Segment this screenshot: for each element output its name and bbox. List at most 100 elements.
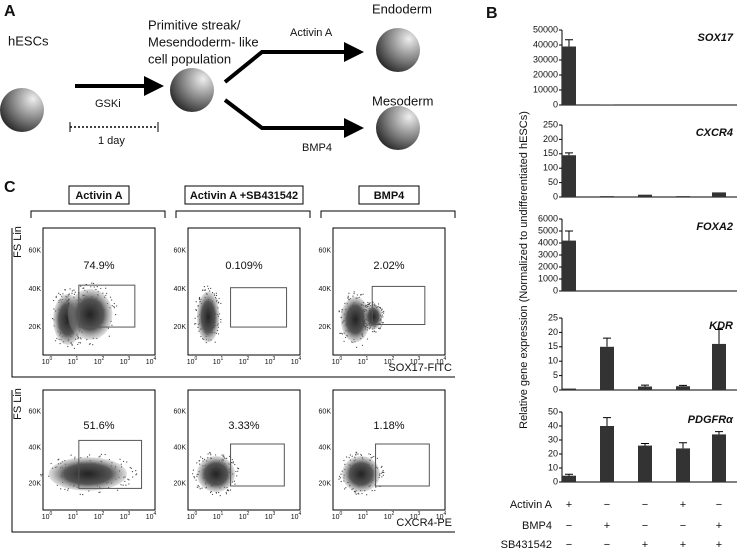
bar <box>600 196 614 197</box>
event-dot <box>64 319 66 321</box>
event-dot <box>363 323 365 325</box>
event-dot <box>135 470 137 472</box>
tick-exponent: 3 <box>418 511 421 517</box>
y-tick-label: 2000 <box>538 261 558 271</box>
event-dot <box>79 337 81 339</box>
event-dot <box>381 476 383 478</box>
event-dot <box>369 302 371 304</box>
event-dot <box>131 471 134 473</box>
event-dot <box>54 340 57 342</box>
header-box <box>358 185 420 205</box>
y-tick-label: 25 <box>548 312 558 322</box>
error-bar <box>715 431 723 435</box>
event-dot <box>356 346 358 348</box>
bar <box>638 194 652 197</box>
y-tick-label: 5 <box>553 370 558 380</box>
condition-header: Activin A <box>75 190 122 202</box>
tick-base: 10 <box>213 359 221 366</box>
tick-exponent: 2 <box>392 511 395 517</box>
event-dot <box>207 453 209 455</box>
tick-base: 10 <box>332 359 340 366</box>
event-dot <box>380 466 382 468</box>
y-tick-label: 10000 <box>533 84 558 94</box>
event-dot <box>338 311 340 313</box>
event-dot <box>73 347 76 349</box>
event-dot <box>132 476 134 478</box>
event-dot <box>111 305 113 307</box>
label: Mesoderm <box>372 93 433 108</box>
event-dot <box>207 288 210 290</box>
cell <box>0 88 44 132</box>
event-dot <box>365 327 367 329</box>
chart-title: SOX17 <box>698 32 734 44</box>
header-box <box>68 185 130 205</box>
event-dot <box>195 308 197 311</box>
y-tick-label: 60K <box>29 408 42 415</box>
label: Endoderm <box>372 1 432 16</box>
tick-base: 10 <box>291 359 299 366</box>
event-dot <box>222 455 224 457</box>
condition-mark: − <box>604 499 610 511</box>
y-tick-label: 10 <box>548 356 558 366</box>
event-dot <box>41 474 44 476</box>
event-dot <box>353 291 355 293</box>
event-dot <box>366 494 368 496</box>
event-dot <box>198 298 200 301</box>
tick-exponent: 3 <box>273 356 276 362</box>
event-dot <box>345 487 347 489</box>
cell <box>170 68 214 112</box>
panel-label: B <box>486 5 498 22</box>
axis-label: CXCR4-PE <box>396 517 452 529</box>
y-tick-label: 0 <box>553 476 558 486</box>
event-dot <box>100 287 102 290</box>
bar <box>562 475 576 482</box>
tick-exponent: 2 <box>247 356 250 362</box>
axis-label: Relative gene expression (Normalized to … <box>518 111 530 429</box>
bar <box>562 240 576 291</box>
event-dot <box>363 320 365 322</box>
event-dot <box>95 288 97 291</box>
tick-exponent: 3 <box>128 356 131 362</box>
event-dot <box>73 293 76 295</box>
error-bar <box>679 442 687 449</box>
event-dot <box>74 456 76 458</box>
bar <box>562 46 576 105</box>
event-dot <box>105 287 107 289</box>
bar <box>562 155 576 197</box>
tick-base: 10 <box>68 359 76 366</box>
event-dot <box>340 332 342 334</box>
y-tick-label: 0 <box>553 99 558 109</box>
event-dot <box>105 294 107 296</box>
tick-base: 10 <box>384 359 392 366</box>
event-dot <box>364 310 366 313</box>
event-dot <box>128 483 130 485</box>
event-dot <box>77 336 79 338</box>
y-tick-label: 250 <box>543 119 558 129</box>
event-dot <box>367 301 369 304</box>
event-dot <box>365 325 367 327</box>
error-bar <box>565 152 573 156</box>
event-dot <box>379 306 381 308</box>
event-dot <box>127 478 129 480</box>
event-dot <box>60 488 62 490</box>
event-dot <box>90 286 92 288</box>
y-tick-label: 60K <box>319 408 332 415</box>
event-dot <box>371 456 373 458</box>
x-tick-label: 104 <box>291 356 302 366</box>
tick-exponent: 1 <box>366 511 369 517</box>
tick-exponent: 0 <box>50 356 53 362</box>
y-tick-label: 5000 <box>538 225 558 235</box>
x-tick-label: 102 <box>239 511 250 521</box>
y-tick-label: 0 <box>553 285 558 295</box>
tick-exponent: 0 <box>340 511 343 517</box>
event-dot <box>344 336 347 339</box>
event-dot <box>362 293 364 295</box>
y-tick-label: 30000 <box>533 54 558 64</box>
gate <box>375 443 430 487</box>
event-dot <box>209 290 211 292</box>
event-dot <box>340 480 342 483</box>
event-dot <box>122 460 125 463</box>
condition-mark: − <box>566 520 572 532</box>
event-dot <box>360 294 362 296</box>
